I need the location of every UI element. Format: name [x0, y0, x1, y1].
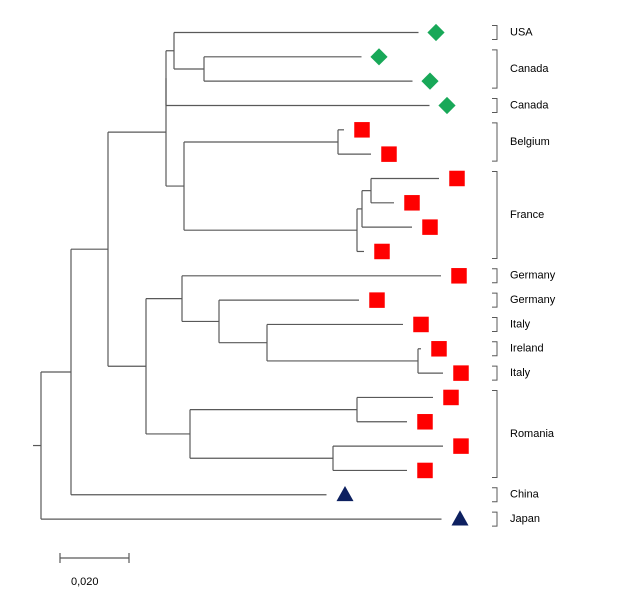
svg-text:Canada: Canada	[510, 63, 549, 75]
svg-text:Ireland: Ireland	[510, 343, 544, 355]
svg-text:France: France	[510, 209, 544, 221]
svg-text:Italy: Italy	[510, 318, 531, 330]
svg-text:Canada: Canada	[510, 99, 549, 111]
svg-text:China: China	[510, 489, 540, 501]
svg-text:USA: USA	[510, 26, 533, 38]
svg-text:Germany: Germany	[510, 294, 556, 306]
svg-text:Romania: Romania	[510, 428, 555, 440]
svg-text:Belgium: Belgium	[510, 136, 550, 148]
svg-text:Italy: Italy	[510, 367, 531, 379]
svg-text:Japan: Japan	[510, 513, 540, 525]
svg-text:Germany: Germany	[510, 270, 556, 282]
svg-text:0,020: 0,020	[71, 576, 99, 588]
